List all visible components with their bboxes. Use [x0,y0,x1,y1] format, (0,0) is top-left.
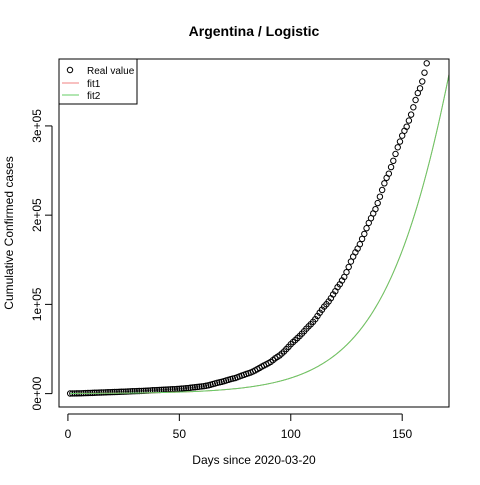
data-point [104,389,112,396]
data-point [93,389,101,396]
data-point [396,138,404,145]
data-point [191,384,199,391]
data-point [138,387,145,395]
data-point [95,389,103,396]
data-point [356,241,364,248]
data-point [178,385,185,392]
legend-marker-real-value [66,66,74,74]
data-point [107,388,114,396]
data-point [142,387,150,394]
data-point [115,388,123,396]
data-point [131,387,138,395]
data-point [193,383,201,391]
data-point [378,186,386,194]
data-point [421,69,428,76]
data-point [129,388,136,395]
data-point [392,150,399,158]
x-tick-label: 0 [65,427,72,441]
x-axis: 0 50 100 150 [65,413,413,441]
data-point [385,170,393,177]
data-point [358,235,366,243]
data-point [405,117,413,124]
data-point [345,263,352,271]
data-point [100,389,107,396]
data-point [198,383,205,390]
data-point [372,205,379,213]
legend-label-fit2: fit2 [87,91,101,102]
fit-line-fit2 [70,74,449,394]
data-point [118,388,125,395]
data-point [127,388,134,395]
chart-title: Argentina / Logistic [189,23,320,39]
data-points [66,60,430,397]
data-point [200,382,208,390]
data-point [122,388,130,395]
data-point [180,385,188,392]
y-tick-label: 1e+05 [30,287,44,321]
data-point [416,85,424,92]
data-point [109,388,116,396]
x-axis-label: Days since 2020-03-20 [192,453,316,467]
data-point [410,104,417,111]
data-point [387,163,395,171]
data-point [136,387,143,395]
data-point [363,225,370,232]
legend: Real value fit1 fit2 [58,58,138,105]
data-point [381,180,388,187]
legend-box [58,58,138,105]
data-point [343,268,350,276]
y-tick-label: 2e+05 [30,198,44,232]
data-point [182,385,190,392]
data-point [361,230,368,238]
data-point [419,78,426,85]
data-point [133,387,141,395]
legend-label-fit1: fit1 [87,79,101,90]
data-point [187,384,194,391]
data-point [374,199,381,207]
data-point [407,111,415,118]
data-point [120,388,127,395]
y-axis: 0e+00 1e+05 2e+05 3e+05 [30,109,53,410]
data-point [102,389,110,396]
data-point [98,389,105,396]
y-axis-label: Cumulative Confirmed cases [2,156,16,309]
data-point [403,123,410,130]
fit-lines [70,74,449,394]
x-tick-label: 100 [281,427,301,441]
plot-area [58,58,450,408]
data-point [91,389,98,396]
data-point [124,388,132,395]
data-point [185,384,192,392]
data-point [412,96,419,104]
y-tick-label: 3e+05 [30,109,44,143]
data-point [423,60,430,67]
data-point [140,387,147,395]
legend-label-real-value: Real value [87,66,135,77]
y-tick-label: 0e+00 [30,376,44,410]
data-point [113,388,121,396]
x-tick-label: 50 [173,427,187,441]
data-point [376,193,384,200]
data-point [111,388,118,396]
fit-line-fit1 [70,74,449,394]
data-point [394,144,401,151]
data-point [189,384,196,391]
x-tick-label: 150 [392,427,412,441]
data-point [176,385,183,393]
data-point [390,157,397,165]
data-point [196,383,203,390]
